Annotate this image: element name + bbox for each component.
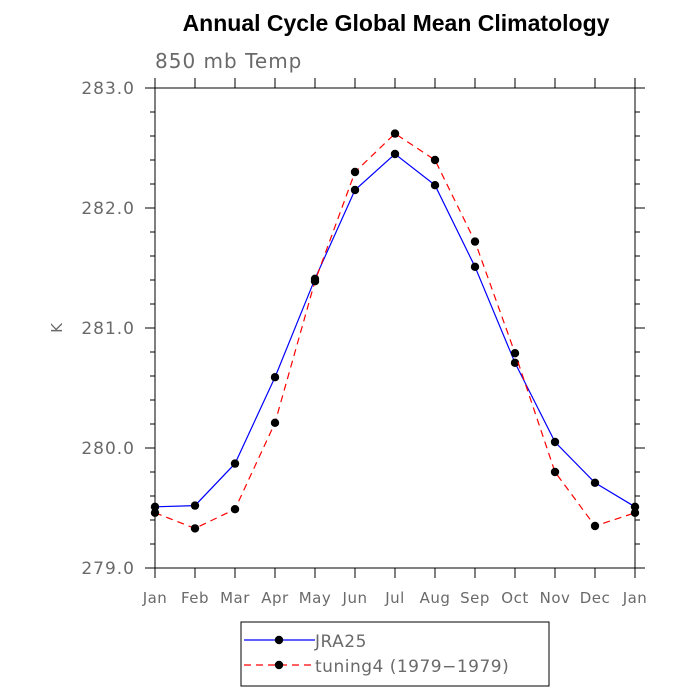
data-point: [390, 129, 400, 138]
data-point: [350, 167, 360, 177]
series-line: [154, 132, 636, 530]
data-point: [150, 508, 160, 517]
legend-marker: [274, 660, 284, 670]
data-point: [310, 277, 320, 286]
chart-title: Annual Cycle Global Mean Climatology: [183, 10, 610, 36]
x-tick-label: Sep: [460, 589, 490, 607]
series-1: [150, 149, 640, 511]
data-point: [230, 505, 240, 514]
legend-item-2: tuning4 (1979−1979): [244, 657, 509, 677]
x-tick-label: Jan: [622, 589, 648, 607]
y-tick-label: 279.0: [81, 559, 135, 579]
data-point: [510, 358, 520, 367]
legend-label: tuning4 (1979−1979): [315, 657, 509, 677]
data-point: [630, 508, 640, 517]
y-axis-label: K: [48, 322, 66, 333]
data-point: [590, 478, 600, 487]
data-point: [430, 155, 440, 165]
legend-marker: [274, 635, 284, 645]
data-point: [230, 459, 240, 468]
data-point: [550, 467, 560, 477]
x-tick-label: May: [299, 589, 332, 607]
legend-box: [240, 621, 550, 687]
data-point: [350, 185, 360, 195]
data-point: [430, 181, 440, 190]
y-tick-label: 280.0: [81, 439, 135, 459]
x-tick-label: Apr: [261, 589, 289, 607]
data-point: [270, 418, 280, 427]
x-tick-label: Jun: [342, 589, 368, 607]
data-point: [390, 149, 400, 159]
x-tick-label: Mar: [220, 589, 250, 607]
x-tick-label: Jul: [384, 589, 405, 607]
series-line: [154, 153, 636, 508]
y-tick-label: 282.0: [81, 199, 135, 219]
data-point: [190, 501, 200, 510]
x-tick-label: Oct: [501, 589, 528, 607]
legend-item-1: JRA25: [244, 632, 367, 652]
tick-marks: [145, 78, 645, 578]
data-point: [190, 524, 200, 533]
x-tick-label: Nov: [540, 589, 571, 607]
data-point: [270, 373, 280, 382]
data-point: [150, 502, 160, 511]
data-point: [510, 349, 520, 358]
data-point: [550, 437, 560, 447]
y-tick-label: 283.0: [81, 79, 135, 99]
x-tick-label: Feb: [181, 589, 209, 607]
plot-frame: [154, 87, 636, 569]
legend-label: JRA25: [314, 632, 367, 652]
series-2: [150, 129, 640, 533]
data-point: [630, 502, 640, 511]
x-tick-label: Aug: [420, 589, 451, 607]
chart-subtitle: 850 mb Temp: [155, 49, 302, 73]
y-tick-label: 281.0: [81, 319, 135, 339]
data-point: [470, 237, 480, 246]
legend: JRA25 tuning4 (1979−1979): [244, 632, 509, 677]
y-tick-labels: 279.0 280.0 281.0 282.0 283.0: [81, 79, 135, 579]
series-layer: [150, 129, 640, 533]
data-point: [470, 262, 480, 271]
data-point: [590, 521, 600, 531]
x-tick-label: Jan: [142, 589, 168, 607]
x-tick-labels: Jan Feb Mar Apr May Jun Jul Aug Sep Oct Nov Dec Jan: [142, 589, 648, 607]
x-tick-label: Dec: [580, 589, 611, 607]
